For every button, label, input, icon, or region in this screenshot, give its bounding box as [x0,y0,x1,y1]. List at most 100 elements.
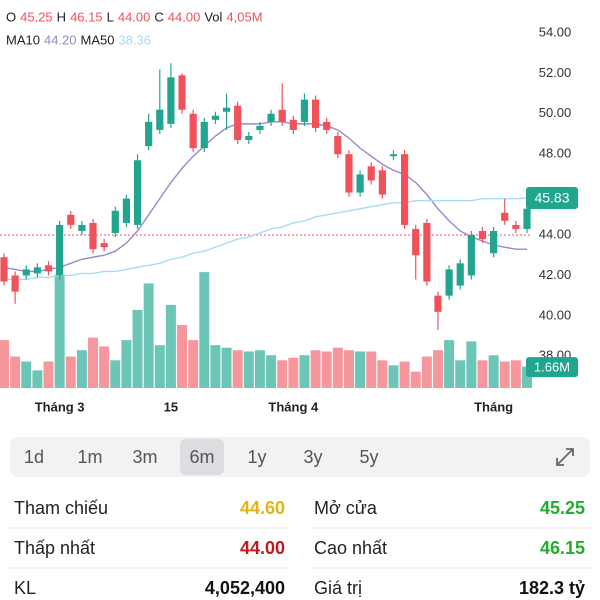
volume-bar [154,345,165,388]
volume-bar [99,346,110,388]
tab[interactable]: 3y [303,447,322,467]
volume-bar [121,340,132,388]
volume-bar [522,366,532,388]
volume-bar [510,360,521,388]
tab[interactable]: 1d [24,447,44,467]
volume-bar [43,361,54,388]
volume-bar [32,370,43,388]
header-text: MA10 [6,32,40,47]
candle-body [0,257,8,282]
candle-body [89,222,97,250]
stat-label: Thấp nhất [14,538,95,558]
volume-bar [76,350,87,388]
header-text: 4,05M [226,9,262,24]
volume-bar [143,283,154,388]
volume-bar [232,350,243,388]
stat-label: Cao nhất [314,538,387,558]
chart: 38.0040.0042.0044.0046.0048.0050.0052.00… [0,24,578,414]
expand-icon[interactable] [556,448,574,466]
header-text: 44.20 [44,32,77,47]
volume-bar [321,351,332,388]
candle-body [490,230,498,254]
candle-body [111,210,119,234]
stat-value: 44.00 [240,538,285,558]
volume-bar [132,309,143,388]
candle-body [156,109,164,130]
candle-body [300,99,309,122]
y-tick-label: 40.00 [539,307,572,322]
candle-body [501,212,509,221]
tab[interactable]: 6m [189,447,214,467]
candle-body [267,113,275,122]
volume-bar [221,347,232,388]
volume-bar [21,361,32,388]
tab[interactable]: 1y [247,447,266,467]
ma-line [3,121,527,273]
volume-bar [410,371,421,388]
y-tick-label: 50.00 [539,105,572,120]
candle-body [512,224,520,229]
volume-bar [399,361,410,388]
volume-bar [0,340,9,388]
volume-bar [266,355,277,388]
candle-body [400,154,409,225]
volume-bar [432,350,443,388]
candle-body [356,174,364,193]
volume-bar [455,360,466,388]
volume-bar [299,355,310,388]
stat-label: Tham chiếu [14,498,108,518]
volume-bar [444,340,455,388]
candle-body [78,224,86,231]
candle-body [389,154,398,157]
candle-body [189,113,197,149]
header-text: L [107,9,114,24]
stat-value: 46.15 [540,538,585,558]
volume-bar [254,350,265,388]
tab[interactable]: 5y [359,447,378,467]
candle-body [167,77,175,124]
tab-bar [10,437,590,477]
stat-value: 182.3 tỷ [519,578,585,598]
stat-value: 44.60 [240,498,285,518]
volume-bar [310,350,321,388]
candle-body [467,235,475,276]
tab[interactable]: 3m [132,447,157,467]
candle-body [456,263,464,286]
header-text: O [6,9,16,24]
candle-body [211,115,220,120]
stat-value: 4,052,400 [205,578,285,598]
x-tick-label: Tháng 4 [268,399,319,414]
volume-bar [210,345,221,388]
candle-body [323,121,331,130]
volume-bar [499,361,510,388]
candle-body [234,105,242,141]
volume-tag [526,357,578,378]
candle-body [434,295,442,312]
volume-bar [377,360,388,388]
y-tick-label: 54.00 [539,24,572,39]
volume-bar [188,340,199,388]
stat-label: Mở cửa [314,498,378,518]
y-tick-label: 52.00 [539,65,572,80]
candle-body [145,121,153,147]
candle-body [523,208,531,229]
candle-body [412,228,420,256]
candle-body [378,170,386,195]
candle-body [56,224,64,276]
volume-bar [477,360,488,388]
candle-body [33,267,41,274]
volume-bar [165,304,176,388]
candle-body [367,166,375,181]
candle-body [133,160,142,225]
volume-bar [65,356,76,388]
tab[interactable]: 1m [77,447,102,467]
volume-bar [288,357,299,388]
candle-body [222,107,231,112]
header-text: 45.25 [20,9,53,24]
candle-body [11,275,19,292]
header-text: 44.00 [118,9,151,24]
volume-bar [343,350,354,388]
stat-label: KL [14,578,36,598]
header-text: C [154,9,163,24]
